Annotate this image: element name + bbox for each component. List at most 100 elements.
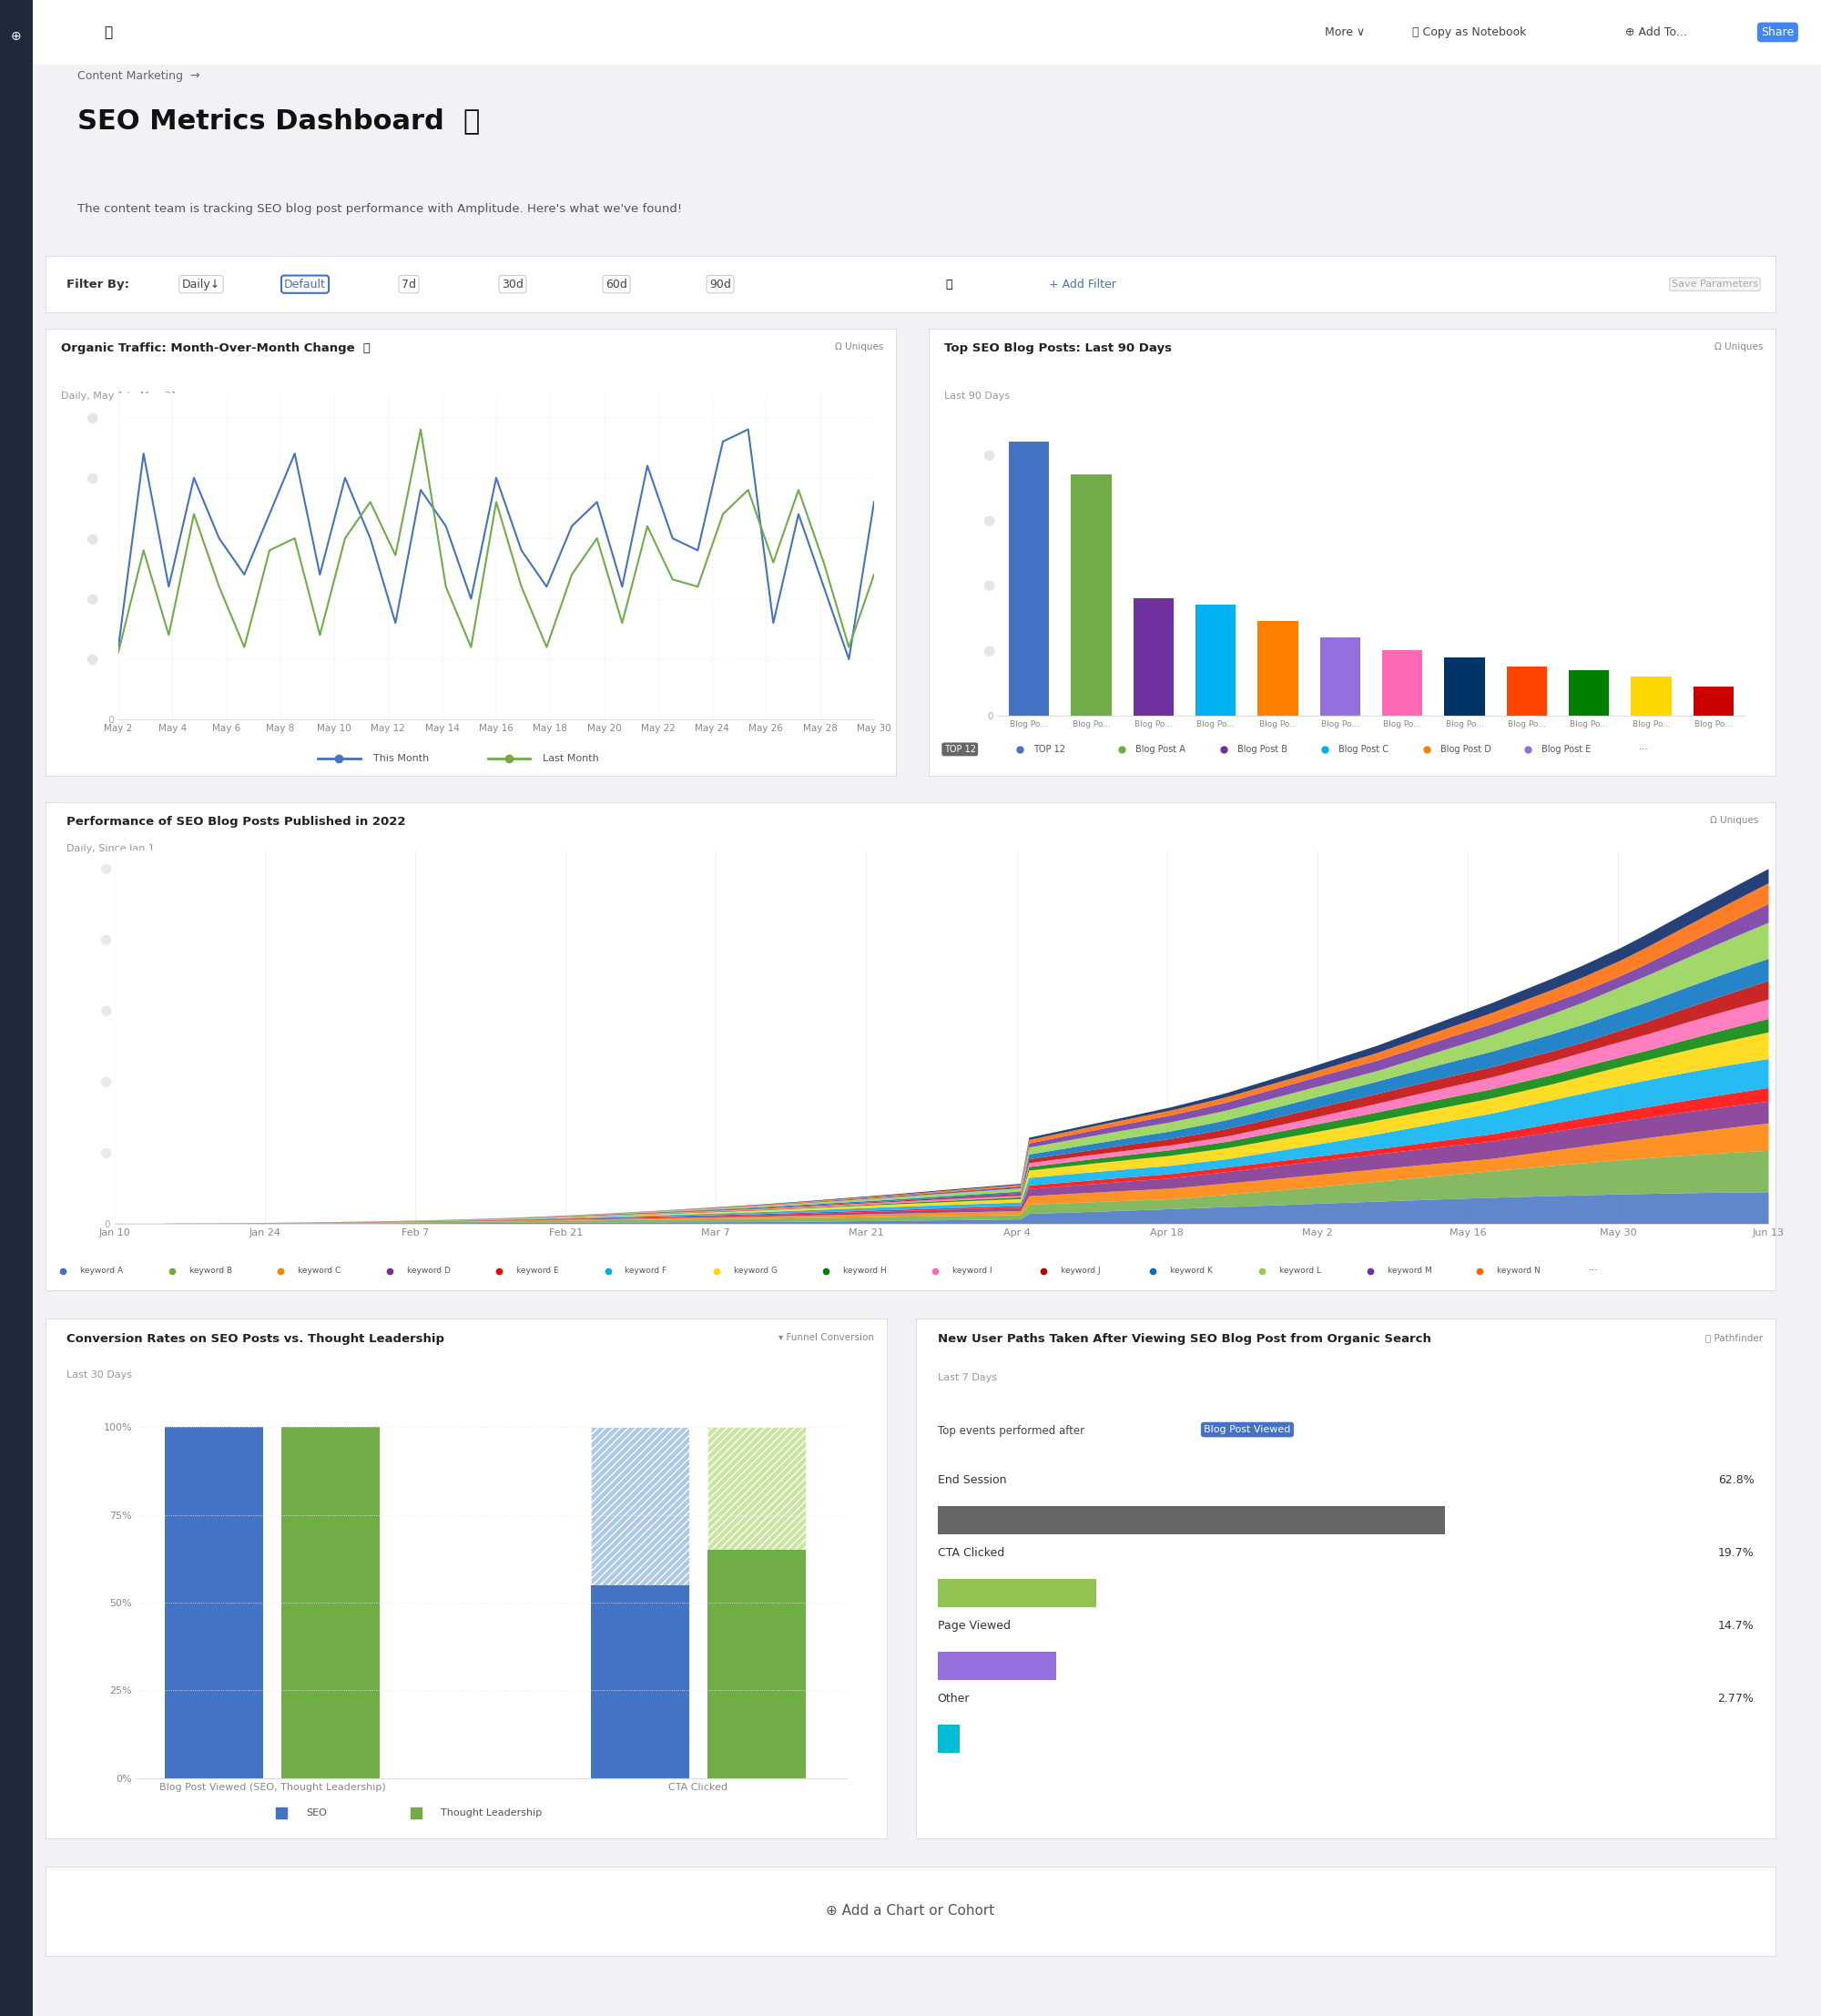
Text: End Session: End Session	[938, 1474, 1007, 1486]
Text: SEO: SEO	[306, 1808, 328, 1816]
FancyBboxPatch shape	[938, 1506, 1444, 1534]
Text: 62.8%: 62.8%	[1717, 1474, 1754, 1486]
Text: keyword F: keyword F	[625, 1266, 666, 1274]
Text: ⊕: ⊕	[11, 30, 22, 42]
Text: 📅: 📅	[945, 278, 952, 290]
FancyBboxPatch shape	[938, 1579, 1096, 1607]
Text: ●: ●	[86, 532, 98, 544]
Bar	[707, 1550, 805, 1778]
Bar	[1133, 599, 1175, 716]
Text: Page Viewed: Page Viewed	[938, 1621, 1011, 1633]
Text: Daily, Since Jan 1: Daily, Since Jan 1	[66, 845, 155, 853]
Bar	[1568, 669, 1610, 716]
Text: Share: Share	[1761, 26, 1794, 38]
Text: 14.7%: 14.7%	[1717, 1621, 1754, 1633]
Text: keyword C: keyword C	[299, 1266, 341, 1274]
Text: ⊕ Add To...: ⊕ Add To...	[1624, 26, 1686, 38]
Text: ●: ●	[983, 643, 994, 657]
Text: Last 7 Days: Last 7 Days	[938, 1373, 996, 1383]
Text: ●: ●	[100, 1075, 111, 1089]
Text: Content Marketing  →: Content Marketing →	[78, 71, 200, 83]
Text: ▾ Funnel Conversion: ▾ Funnel Conversion	[779, 1333, 874, 1343]
Bar	[1444, 657, 1484, 716]
Bar	[1071, 474, 1111, 716]
Bar	[115, 851, 164, 1224]
FancyBboxPatch shape	[938, 1651, 1056, 1679]
Text: This Month: This Month	[373, 754, 428, 762]
FancyBboxPatch shape	[938, 1724, 960, 1752]
Text: keyword B: keyword B	[189, 1266, 231, 1274]
Text: Daily, May 1 to May 31: Daily, May 1 to May 31	[60, 391, 177, 401]
Text: keyword H: keyword H	[843, 1266, 887, 1274]
Text: 60d: 60d	[606, 278, 626, 290]
Bar	[280, 1427, 379, 1778]
Text: Last 30 Days: Last 30 Days	[67, 1371, 133, 1379]
Text: keyword M: keyword M	[1388, 1266, 1433, 1274]
Text: keyword A: keyword A	[80, 1266, 124, 1274]
Bar	[166, 1427, 262, 1778]
Text: SEO Metrics Dashboard  📊: SEO Metrics Dashboard 📊	[78, 109, 481, 135]
Text: ···: ···	[1639, 744, 1648, 754]
Bar	[592, 1585, 688, 1778]
Text: Blog Post D: Blog Post D	[1440, 744, 1491, 754]
Text: keyword N: keyword N	[1497, 1266, 1541, 1274]
Text: Daily↓: Daily↓	[182, 278, 220, 290]
Text: 19.7%: 19.7%	[1717, 1548, 1754, 1558]
Bar	[1009, 442, 1049, 716]
Text: ●: ●	[100, 861, 111, 875]
Text: The content team is tracking SEO blog post performance with Amplitude. Here's wh: The content team is tracking SEO blog po…	[78, 204, 683, 214]
Text: Ω Uniques: Ω Uniques	[834, 343, 883, 351]
Text: Last 90 Days: Last 90 Days	[943, 391, 1009, 401]
Text: Ω Uniques: Ω Uniques	[1710, 816, 1759, 825]
Text: ···: ···	[1588, 1266, 1599, 1276]
Text: 2.77%: 2.77%	[1717, 1693, 1754, 1706]
Bar	[1382, 651, 1422, 716]
Text: TOP 12: TOP 12	[1034, 744, 1065, 754]
Text: ●: ●	[100, 933, 111, 946]
Text: 👤: 👤	[104, 26, 113, 38]
Text: keyword E: keyword E	[515, 1266, 559, 1274]
Text: keyword K: keyword K	[1169, 1266, 1213, 1274]
Bar	[1506, 667, 1548, 716]
Text: Blog Post Viewed: Blog Post Viewed	[1204, 1425, 1291, 1433]
Text: ●: ●	[100, 1145, 111, 1159]
Text: ●: ●	[86, 472, 98, 484]
Text: Top SEO Blog Posts: Last 90 Days: Top SEO Blog Posts: Last 90 Days	[943, 343, 1171, 355]
Text: Blog Post B: Blog Post B	[1236, 744, 1287, 754]
Bar	[1258, 621, 1298, 716]
Bar	[1632, 677, 1672, 716]
Text: keyword I: keyword I	[952, 1266, 992, 1274]
Bar	[1320, 637, 1360, 716]
Text: Save Parameters: Save Parameters	[1672, 280, 1759, 288]
Text: Performance of SEO Blog Posts Published in 2022: Performance of SEO Blog Posts Published …	[66, 816, 406, 829]
Text: Default: Default	[284, 278, 326, 290]
Text: ●: ●	[86, 593, 98, 605]
Text: Other: Other	[938, 1693, 971, 1706]
Text: Organic Traffic: Month-Over-Month Change  📈: Organic Traffic: Month-Over-Month Change…	[60, 343, 370, 355]
Text: ●: ●	[86, 653, 98, 665]
Text: + Add Filter: + Add Filter	[1049, 278, 1116, 290]
Text: keyword G: keyword G	[734, 1266, 778, 1274]
Text: ●: ●	[100, 1004, 111, 1018]
Text: Filter By:: Filter By:	[66, 278, 129, 290]
Text: keyword L: keyword L	[1278, 1266, 1320, 1274]
Bar	[1195, 605, 1236, 716]
Text: Last Month: Last Month	[543, 754, 599, 762]
Bar	[1694, 685, 1734, 716]
Text: 📓 Copy as Notebook: 📓 Copy as Notebook	[1411, 26, 1526, 38]
Text: Blog Post E: Blog Post E	[1542, 744, 1592, 754]
Text: CTA Clicked: CTA Clicked	[938, 1548, 1003, 1558]
Text: Ω Uniques: Ω Uniques	[1714, 343, 1763, 351]
Text: ●: ●	[983, 448, 994, 462]
Text: 90d: 90d	[710, 278, 730, 290]
Bar	[592, 1427, 688, 1778]
Text: 7d: 7d	[401, 278, 415, 290]
Text: Blog Post A: Blog Post A	[1134, 744, 1185, 754]
Text: New User Paths Taken After Viewing SEO Blog Post from Organic Search: New User Paths Taken After Viewing SEO B…	[938, 1333, 1431, 1345]
Text: 🔍 Pathfinder: 🔍 Pathfinder	[1704, 1333, 1763, 1343]
Text: ···: ···	[1694, 278, 1706, 290]
Text: TOP 12: TOP 12	[943, 744, 976, 754]
Text: Thought Leadership: Thought Leadership	[441, 1808, 543, 1816]
Text: 30d: 30d	[503, 278, 523, 290]
Text: More ∨: More ∨	[1326, 26, 1366, 38]
